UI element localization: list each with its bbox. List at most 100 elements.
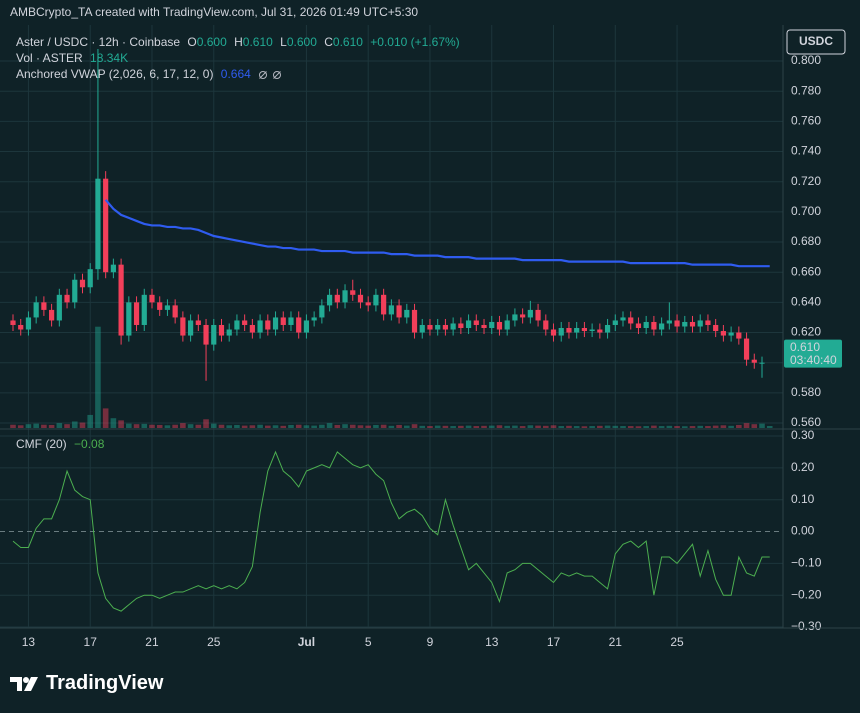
volume-value: 18.34K xyxy=(90,51,129,65)
credit: AMBCrypto_TA created with TradingView.co… xyxy=(10,5,419,19)
volume-bar xyxy=(751,424,758,428)
volume-bar xyxy=(71,421,78,428)
volume-bar xyxy=(620,426,626,428)
candle-body xyxy=(10,320,16,325)
y-tick-label: 0.680 xyxy=(791,234,821,248)
x-tick-label: 21 xyxy=(609,635,623,649)
volume-bar xyxy=(766,426,773,428)
y-tick-label: −0.10 xyxy=(791,556,822,570)
volume-bar xyxy=(365,425,371,428)
volume-bar xyxy=(25,424,32,428)
x-tick-label: 21 xyxy=(145,635,159,649)
volume-bar xyxy=(427,426,433,428)
volume-bar xyxy=(41,424,47,428)
candle-body xyxy=(25,317,32,330)
candle-body xyxy=(218,324,225,336)
volume-bar xyxy=(311,425,317,428)
candle-body xyxy=(265,320,271,330)
candle-body xyxy=(581,328,588,332)
volume-bar xyxy=(118,420,124,428)
volume-bar xyxy=(705,426,711,428)
candle-body xyxy=(242,320,248,325)
candle-body xyxy=(512,314,518,321)
y-tick-label: 0.640 xyxy=(791,295,821,309)
volume-bar xyxy=(334,424,341,428)
candle-body xyxy=(597,329,603,333)
vwap-icons xyxy=(259,70,282,79)
candle-body xyxy=(489,321,495,329)
volume-bar xyxy=(226,425,233,428)
volume-bar xyxy=(172,424,178,428)
cmf-name: CMF (20) xyxy=(16,437,67,451)
volume-bar xyxy=(141,423,148,428)
volume-bar xyxy=(56,423,63,428)
volume-bar xyxy=(581,426,588,428)
candle-body xyxy=(72,279,78,303)
candle-body xyxy=(49,309,55,321)
currency-label: USDC xyxy=(799,34,833,48)
volume-bar xyxy=(681,426,688,428)
candle-body xyxy=(527,309,533,318)
candle-body xyxy=(713,324,719,332)
candle-body xyxy=(705,320,711,325)
volume-bar xyxy=(512,425,518,428)
volume-bar xyxy=(357,425,364,428)
ohlc-key: C xyxy=(324,35,333,49)
volume-bar xyxy=(573,426,580,428)
volume-bar xyxy=(373,424,379,428)
cmf-value: −0.08 xyxy=(74,437,105,451)
candle-body xyxy=(33,302,39,318)
y-tick-label: 0.620 xyxy=(791,325,821,339)
vwap-line xyxy=(104,199,770,268)
candle-body xyxy=(450,323,456,330)
candle-body xyxy=(697,320,703,327)
candle-body xyxy=(334,294,340,303)
volume-bar xyxy=(542,425,549,428)
candle-body xyxy=(620,317,626,321)
candle-body xyxy=(381,294,387,315)
x-tick-label: 9 xyxy=(427,635,434,649)
volume-bar xyxy=(349,424,356,428)
volume-bar xyxy=(133,424,140,428)
volume-bar xyxy=(218,424,225,428)
volume-bar xyxy=(388,425,395,428)
volume-bar xyxy=(527,425,534,428)
volume-bar xyxy=(187,424,194,428)
volume-name: Vol · ASTER xyxy=(16,51,83,65)
y-tick-label: 0.580 xyxy=(791,385,821,399)
volume-bar xyxy=(434,425,441,428)
candle-body xyxy=(350,290,356,295)
volume-bar xyxy=(396,424,402,428)
volume-bar xyxy=(612,425,619,428)
volume-bar xyxy=(48,424,55,428)
candle-body xyxy=(211,324,217,345)
x-tick-label: 5 xyxy=(365,635,372,649)
candle-body xyxy=(465,320,472,329)
volume-bar xyxy=(33,423,39,428)
volume-bar xyxy=(195,424,202,428)
candle-body xyxy=(95,178,101,270)
ohlc-key: H xyxy=(234,35,243,49)
candle-body xyxy=(272,317,279,330)
vwap-name: Anchored VWAP (2,026, 6, 17, 12, 0) xyxy=(16,67,214,81)
ohlc-key: L xyxy=(280,35,287,49)
y-tick-label: 0.740 xyxy=(791,144,821,158)
candle-body xyxy=(133,302,140,325)
x-tick-label: 13 xyxy=(485,635,499,649)
y-tick-label: 0.560 xyxy=(791,415,821,429)
countdown: 03:40:40 xyxy=(790,353,837,367)
volume-bar xyxy=(265,425,271,428)
y-tick-label: −0.20 xyxy=(791,587,822,601)
candle-body xyxy=(574,328,580,333)
candle-body xyxy=(249,324,255,333)
volume-bar xyxy=(10,424,16,428)
candle-body xyxy=(180,317,186,336)
candle-body xyxy=(674,320,680,327)
volume-bar xyxy=(643,426,649,428)
candle-body xyxy=(64,294,70,303)
legend-cmf: CMF (20) −0.08 xyxy=(16,437,108,451)
volume-bar xyxy=(17,425,24,428)
candle-body xyxy=(743,338,750,360)
volume-bar xyxy=(450,426,456,428)
